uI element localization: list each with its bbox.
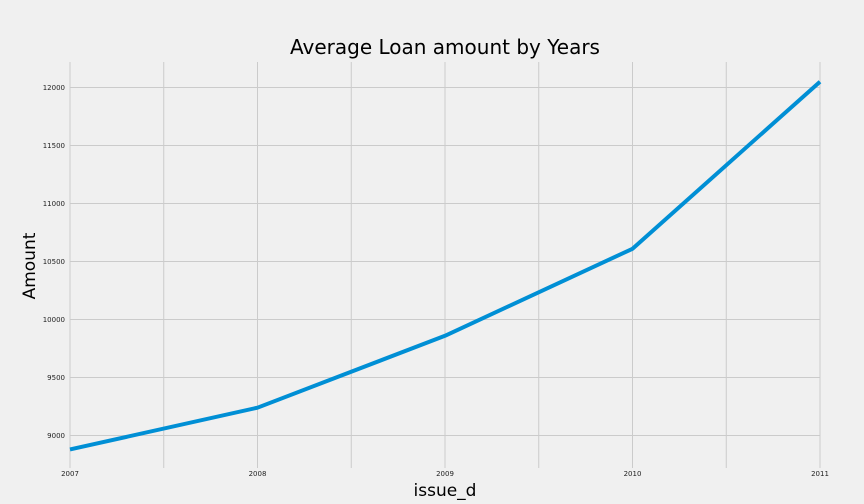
y-tick-label: 11000 (43, 200, 65, 208)
y-axis-label: Amount (20, 232, 40, 299)
y-tick-label: 11500 (43, 142, 65, 150)
y-tick-label: 10500 (43, 258, 65, 266)
y-tick-labels: 9000 9500 10000 10500 11000 11500 12000 (43, 84, 65, 440)
x-tick-labels: 2007 2008 2009 2010 2011 (61, 470, 829, 478)
x-tick-label: 2011 (811, 470, 829, 478)
y-tick-label: 10000 (43, 316, 65, 324)
y-tick-label: 12000 (43, 84, 65, 92)
x-tick-label: 2009 (436, 470, 454, 478)
y-tick-label: 9000 (47, 432, 65, 440)
x-axis-label: issue_d (414, 481, 477, 501)
x-tick-label: 2008 (249, 470, 267, 478)
y-tick-label: 9500 (47, 374, 65, 382)
grid-lines (69, 62, 821, 468)
series-layer (69, 80, 822, 452)
chart-title: Average Loan amount by Years (290, 35, 600, 59)
series-line (69, 80, 822, 452)
x-tick-label: 2010 (624, 470, 642, 478)
x-tick-label: 2007 (61, 470, 79, 478)
